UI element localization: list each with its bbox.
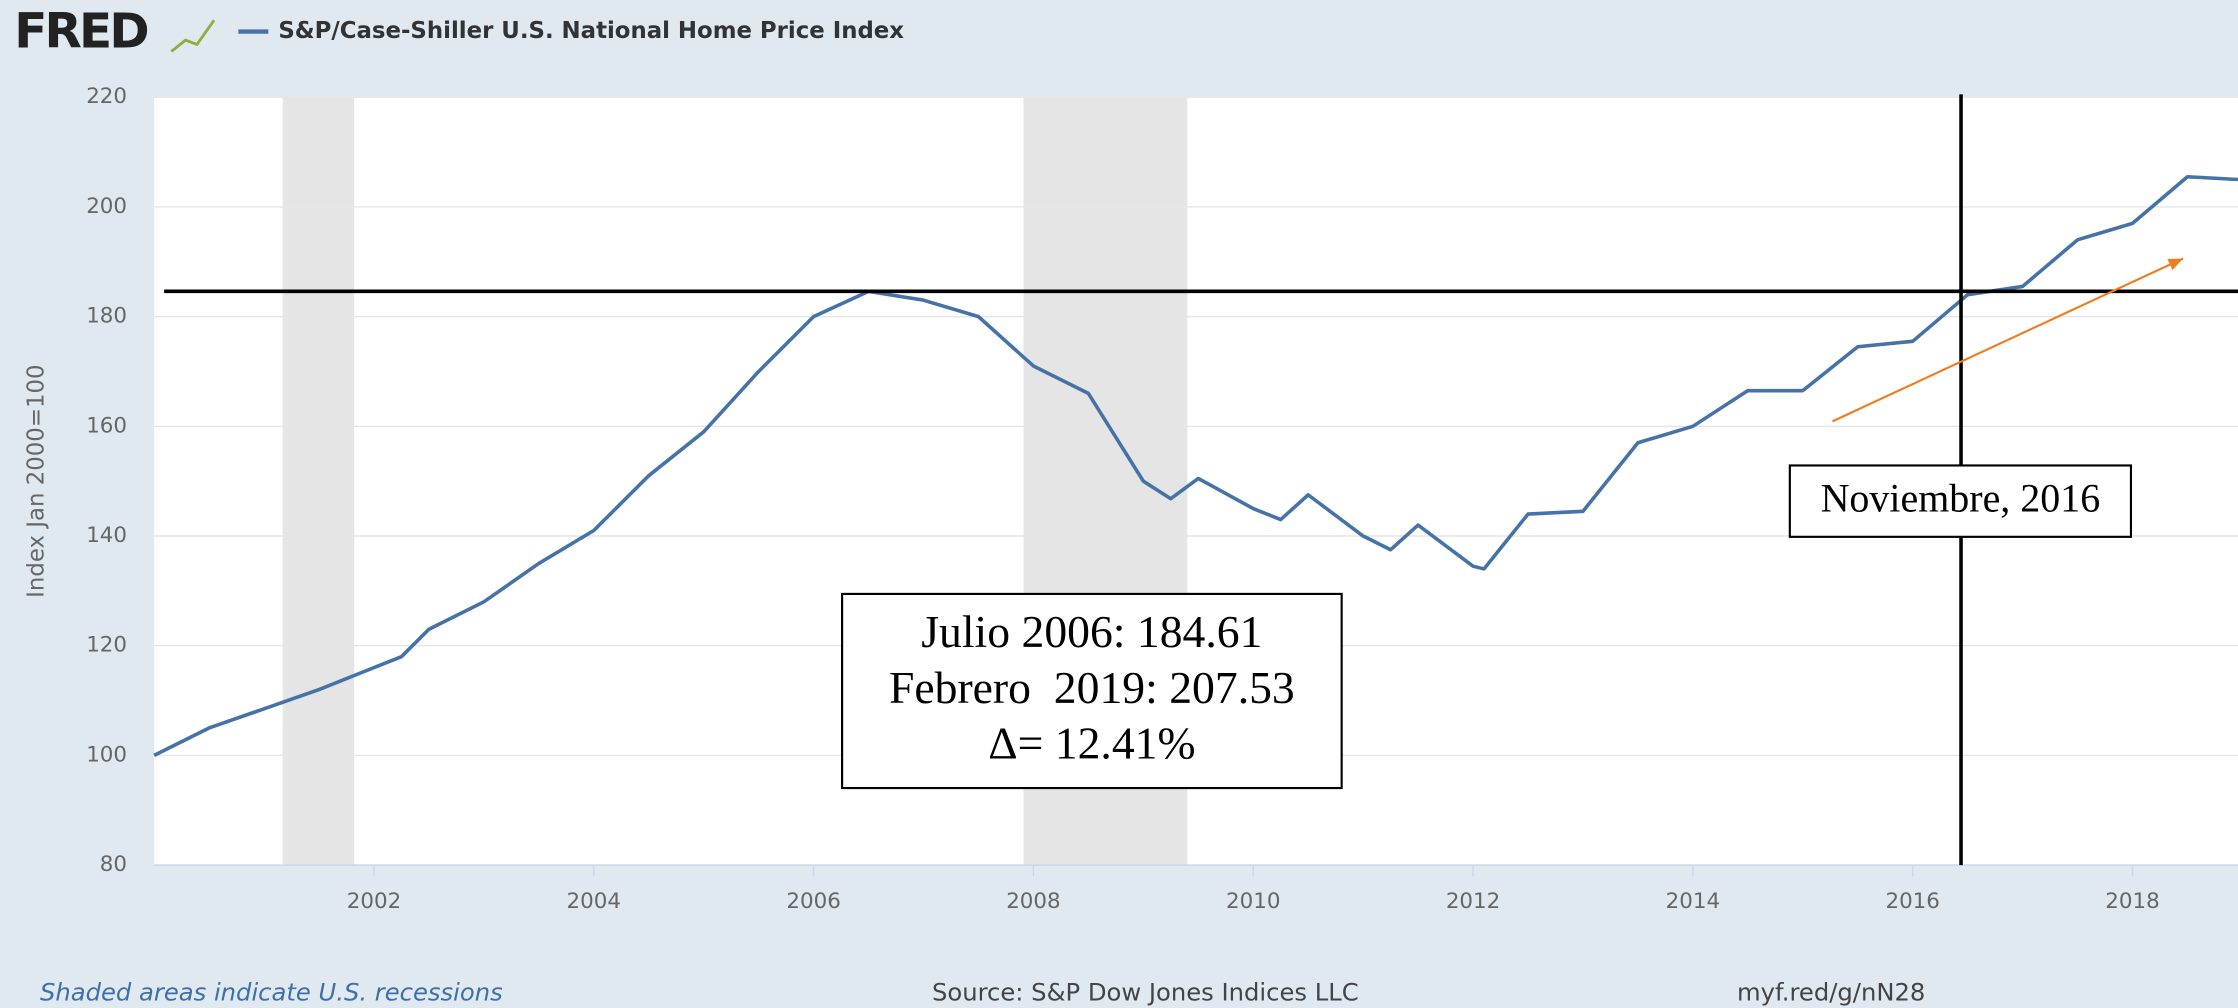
annotation-line: Julio 2006: 184.61	[921, 606, 1262, 657]
recession-band	[282, 97, 355, 866]
x-tick-label: 2008	[1006, 889, 1060, 914]
vline-label-box	[1788, 464, 2133, 538]
y-tick-label: 180	[86, 304, 127, 329]
arrow-head	[2167, 258, 2184, 271]
x-tick-label: 2018	[2105, 889, 2159, 914]
x-tick-label: 2006	[786, 889, 840, 914]
footer-note: Shaded areas indicate U.S. recessions	[40, 978, 503, 1007]
y-tick-label: 220	[86, 84, 127, 109]
logo: FRED	[14, 3, 147, 59]
y-tick-label: 80	[100, 852, 127, 877]
arrow	[1831, 257, 2184, 423]
legend-label: S&P/Case-Shiller U.S. National Home Pric…	[278, 18, 904, 44]
annotation-line: Febrero 2019: 207.53	[889, 662, 1295, 713]
x-tick-label: 2002	[347, 889, 401, 914]
y-tick-label: 120	[86, 633, 127, 658]
annotation-line: Δ= 12.41%	[988, 718, 1195, 769]
y-tick-label: 100	[86, 742, 127, 767]
x-tick-label: 2010	[1226, 889, 1280, 914]
y-tick-label: 160	[86, 413, 127, 438]
y-axis-label: Index Jan 2000=100	[24, 364, 50, 597]
x-tick-label: 2012	[1446, 889, 1500, 914]
vline-label: Noviembre, 2016	[1821, 476, 2101, 521]
x-tick-label: 2016	[1885, 889, 1939, 914]
x-tick-label: 2014	[1666, 889, 1720, 914]
footer-link: myf.red/g/nN28	[1737, 978, 1925, 1007]
logo-icon	[170, 19, 216, 53]
series-line	[153, 174, 2238, 758]
y-tick-label: 140	[86, 523, 127, 548]
y-tick-label: 200	[86, 194, 127, 219]
x-tick-label: 2004	[567, 889, 621, 914]
footer-source: Source: S&P Dow Jones Indices LLC	[932, 978, 1359, 1007]
annotation-box	[841, 592, 1343, 790]
